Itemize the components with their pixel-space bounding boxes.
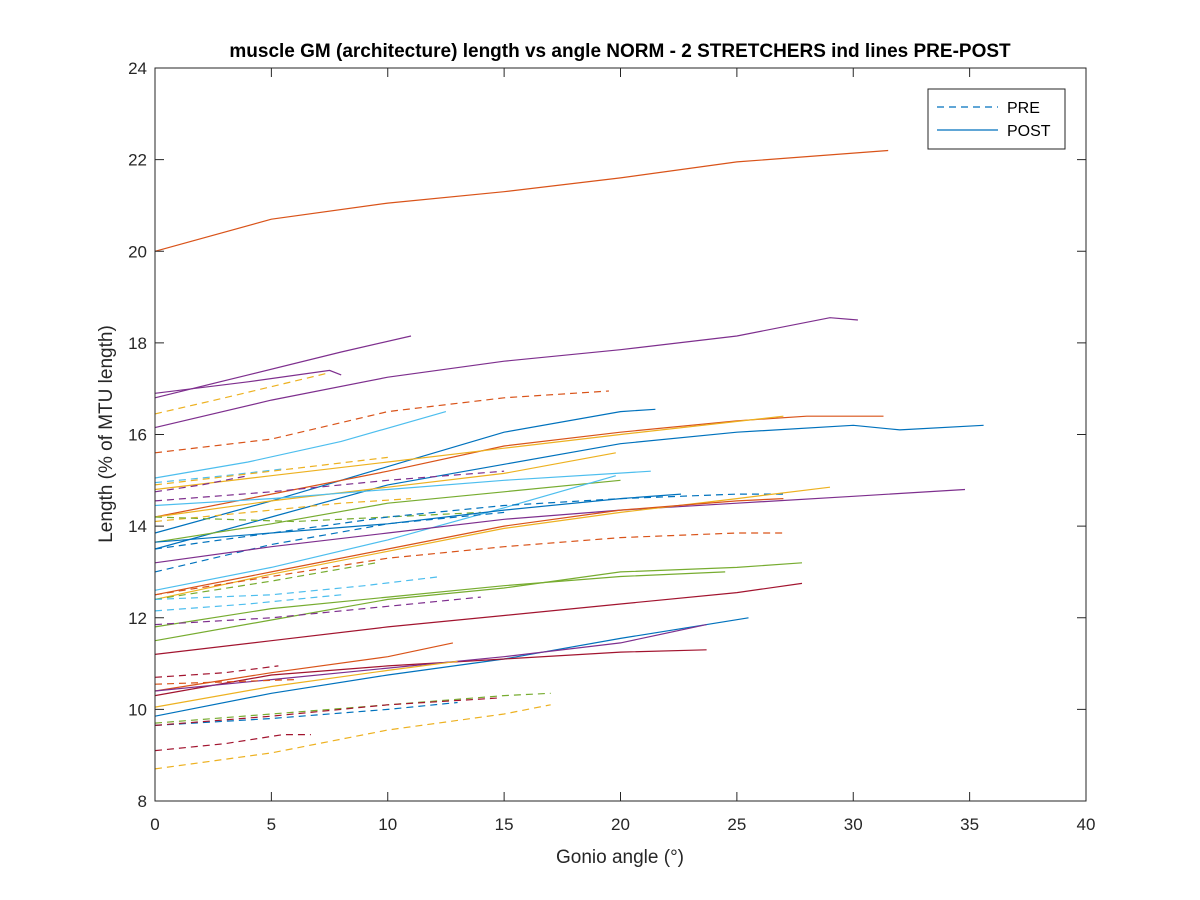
series-line-25 — [154, 488, 966, 564]
series-line-17 — [154, 470, 505, 502]
series-line-46 — [154, 733, 311, 752]
x-tick-label: 10 — [378, 815, 397, 834]
y-axis: 8 10 12 14 16 18 20 22 24 — [128, 59, 1086, 811]
series-line-37 — [154, 617, 749, 717]
series-line-19 — [154, 479, 621, 543]
chart-title: muscle GM (architecture) length vs angle… — [229, 41, 1011, 62]
series-line-45 — [154, 697, 500, 726]
x-tick-label: 15 — [495, 815, 514, 834]
legend-label-pre: PRE — [1007, 100, 1040, 117]
series-line-32 — [154, 571, 726, 628]
x-tick-label: 30 — [844, 815, 863, 834]
series-line-1 — [154, 149, 889, 252]
series-line-6 — [154, 390, 609, 454]
y-axis-label: Length (% of MTU length) — [96, 325, 117, 543]
series-line-8 — [154, 408, 656, 534]
series-line-14 — [154, 456, 388, 486]
y-tick-label: 22 — [128, 151, 147, 170]
y-tick-label: 24 — [128, 59, 147, 78]
series-line-4 — [154, 369, 342, 394]
x-tick-label: 40 — [1077, 815, 1096, 834]
series-line-47 — [154, 704, 551, 770]
series-line-2 — [154, 317, 858, 429]
x-tick-label: 35 — [960, 815, 979, 834]
legend-box — [927, 88, 1066, 150]
series-line-10 — [154, 424, 984, 550]
x-tick-label: 0 — [150, 815, 159, 834]
x-tick-label: 25 — [727, 815, 746, 834]
y-tick-label: 10 — [128, 700, 147, 719]
plot-lines — [154, 149, 984, 770]
y-tick-label: 12 — [128, 609, 147, 628]
series-line-23 — [154, 493, 784, 550]
series-line-15 — [154, 452, 616, 518]
series-line-44 — [154, 701, 458, 726]
series-line-33 — [154, 562, 803, 642]
y-tick-label: 14 — [128, 517, 147, 536]
x-axis-label: Gonio angle (°) — [556, 847, 684, 868]
series-line-28 — [154, 532, 784, 596]
series-line-26 — [154, 486, 831, 600]
series-line-12 — [154, 468, 284, 484]
series-line-18 — [154, 498, 412, 523]
series-line-11 — [154, 415, 784, 491]
series-line-36 — [154, 642, 454, 692]
series-line-13 — [154, 475, 249, 493]
series-line-34 — [154, 596, 481, 626]
series-line-21 — [154, 475, 616, 591]
series-line-20 — [154, 511, 481, 523]
series-line-16 — [154, 470, 651, 507]
x-tick-label: 5 — [267, 815, 276, 834]
series-line-7 — [154, 411, 447, 479]
series-line-40 — [154, 660, 458, 708]
series-line-3 — [154, 335, 412, 399]
series-line-22 — [154, 493, 682, 543]
series-line-29 — [154, 562, 377, 600]
series-line-35 — [154, 582, 803, 655]
legend: PRE POST — [927, 88, 1066, 150]
y-tick-label: 8 — [138, 792, 147, 811]
series-line-27 — [154, 498, 784, 596]
y-tick-label: 20 — [128, 242, 147, 261]
legend-label-post: POST — [1007, 123, 1051, 140]
y-tick-label: 18 — [128, 334, 147, 353]
x-axis: 0 5 10 15 20 25 30 35 40 — [150, 68, 1095, 834]
x-tick-label: 20 — [611, 815, 630, 834]
y-tick-label: 16 — [128, 426, 147, 445]
